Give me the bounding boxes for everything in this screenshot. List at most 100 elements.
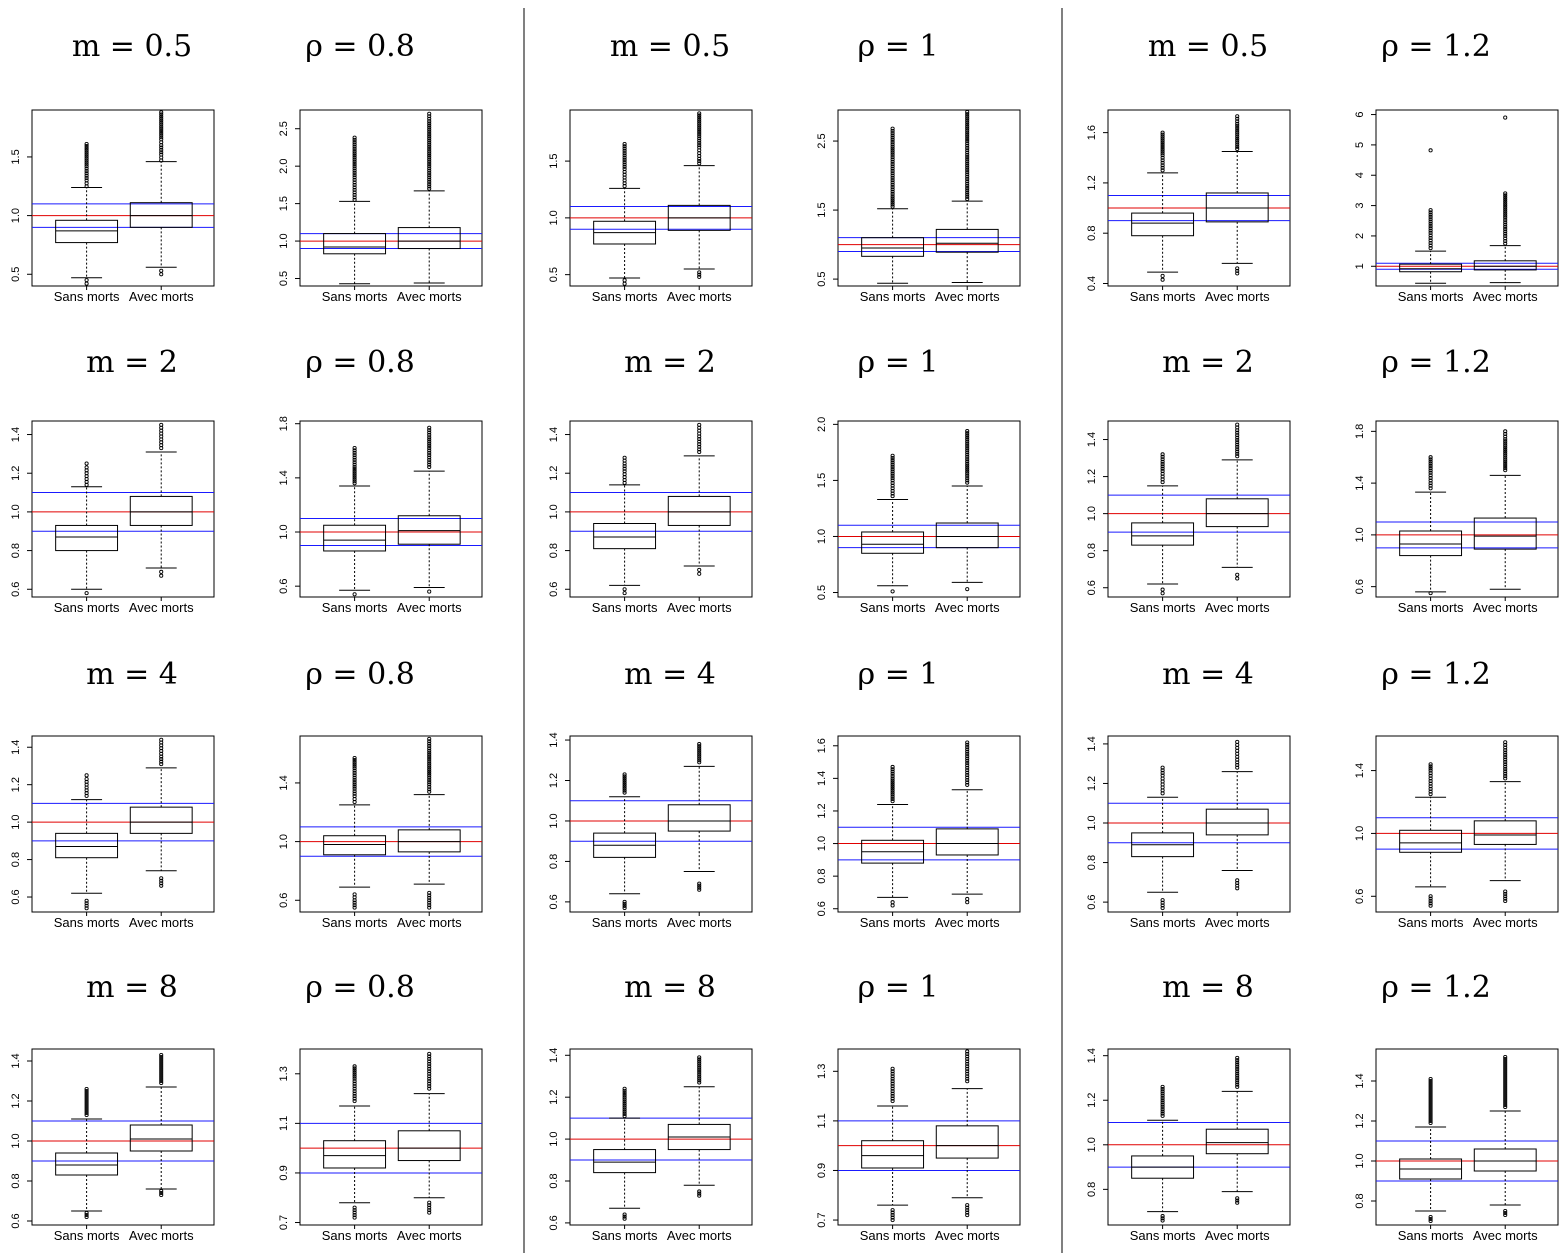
outlier-high [352, 197, 357, 202]
outlier-high-dense [159, 145, 164, 150]
y-tick-label: 1.2 [1086, 1093, 1098, 1108]
outlier-low-dense [1503, 896, 1508, 901]
box-iqr [55, 219, 119, 244]
box-avec-morts [129, 737, 193, 888]
outlier-high [352, 175, 357, 180]
outlier-high [1503, 203, 1508, 208]
outlier-high-dense [965, 1076, 970, 1081]
outlier-high-dense [427, 170, 432, 175]
outlier-high-dense [1428, 473, 1433, 478]
outlier-low [622, 587, 627, 592]
outlier-high-dense [1235, 1060, 1240, 1065]
outlier-high-dense [697, 115, 702, 120]
outlier-high-dense [965, 742, 970, 747]
panel-2-2-1: ρ = 1.2 0.6 1.0 1.4 Sans morts Avec morts [1354, 657, 1559, 930]
outlier-low [84, 281, 89, 286]
outlier-high-dense [84, 785, 89, 790]
outlier-high-dense [352, 448, 357, 453]
box-iqr [1131, 522, 1195, 546]
outlier-high [622, 784, 627, 789]
panel-title: m = 2 [624, 345, 716, 380]
outlier-high-dense [352, 166, 357, 171]
outlier-high-dense [965, 145, 970, 151]
outlier-high-dense [1160, 776, 1165, 781]
outlier-high-dense [890, 135, 895, 140]
outlier-high [1503, 224, 1508, 229]
outlier-high-dense [965, 176, 970, 182]
outlier-high-dense [622, 1090, 627, 1096]
outlier-high [965, 1049, 970, 1054]
outlier-high-dense [1428, 1096, 1433, 1102]
box-iqr [1205, 808, 1269, 836]
outlier-high [1235, 121, 1240, 126]
category-label: Avec morts [1205, 289, 1270, 304]
category-label: Avec morts [667, 1228, 732, 1243]
outlier-high [1160, 452, 1165, 457]
y-tick-label: 1.8 [1354, 424, 1366, 439]
outlier-high [697, 742, 702, 747]
outlier-high-dense [1503, 441, 1508, 446]
outlier-high-dense [352, 791, 357, 796]
outlier-high-dense [159, 155, 164, 160]
outlier-high-dense [890, 168, 895, 174]
outlier-high-dense [1503, 222, 1508, 227]
outlier-high-dense [622, 786, 627, 791]
panel-title: m = 8 [1162, 970, 1254, 1005]
outlier-high-dense [427, 1076, 432, 1081]
outlier-low [1503, 1208, 1508, 1214]
outlier-high-dense [1428, 1106, 1433, 1112]
outlier-high-dense [159, 740, 164, 745]
outlier-high [1235, 128, 1240, 133]
outlier-low [890, 1213, 895, 1218]
outlier-high-dense [1160, 160, 1165, 165]
panel-1-2-1: ρ = 1 0.6 0.8 1.0 1.2 1.4 1.6 Sans morts Avec mo… [816, 657, 1021, 930]
outlier-high-dense [1160, 454, 1165, 459]
outlier-high [890, 1099, 895, 1104]
outlier-high-dense [352, 192, 357, 197]
outlier-high-dense [352, 185, 357, 190]
outlier-high-dense [352, 1066, 357, 1071]
outlier-high-dense [1503, 771, 1508, 776]
outlier-high-dense [352, 450, 357, 455]
outlier-low [84, 1214, 89, 1220]
outlier-high-dense [697, 444, 702, 449]
outlier-low-dense [890, 1215, 895, 1220]
outlier-high [890, 799, 895, 804]
outlier-high-dense [890, 1096, 895, 1101]
box-iqr [323, 835, 387, 856]
outlier-high-dense [1160, 132, 1165, 137]
outlier-high-dense [890, 1079, 895, 1084]
outlier-high [622, 1113, 627, 1119]
outlier-high-dense [1503, 1064, 1508, 1070]
outlier-high-dense [965, 181, 970, 186]
outlier-high [1503, 1068, 1508, 1074]
outlier-high [1428, 221, 1433, 226]
outlier-high-dense [890, 782, 895, 787]
outlier-high [159, 1052, 164, 1058]
outlier-low-dense [352, 895, 357, 900]
outlier-high-dense [1160, 138, 1165, 143]
y-tick-label: 6 [1354, 111, 1366, 117]
panel-1-0-1: ρ = 1 0.5 1.5 2.5 Sans morts Avec morts [816, 29, 1021, 304]
outlier-high-dense [84, 171, 89, 176]
outlier-high-dense [159, 128, 164, 134]
outlier-high-dense [1503, 193, 1508, 198]
plot-frame [1375, 735, 1559, 913]
outlier-low-dense [159, 878, 164, 883]
y-tick-label: 1.8 [278, 416, 290, 431]
outlier-high-dense [427, 161, 432, 167]
outlier-low [159, 569, 164, 574]
outlier-high [965, 461, 970, 466]
outlier-high-dense [1428, 214, 1433, 220]
outlier-high-dense [890, 1069, 895, 1074]
outlier-high-dense [1503, 1102, 1508, 1108]
outlier-high-dense [1503, 205, 1508, 210]
outlier-high-dense [622, 1103, 627, 1108]
outlier-high [1503, 191, 1508, 196]
box-sans-morts [323, 135, 387, 285]
outlier-high-dense [1160, 1104, 1165, 1109]
box-sans-morts [861, 126, 925, 284]
outlier-high-dense [890, 157, 895, 162]
outlier-high-dense [84, 1088, 89, 1094]
